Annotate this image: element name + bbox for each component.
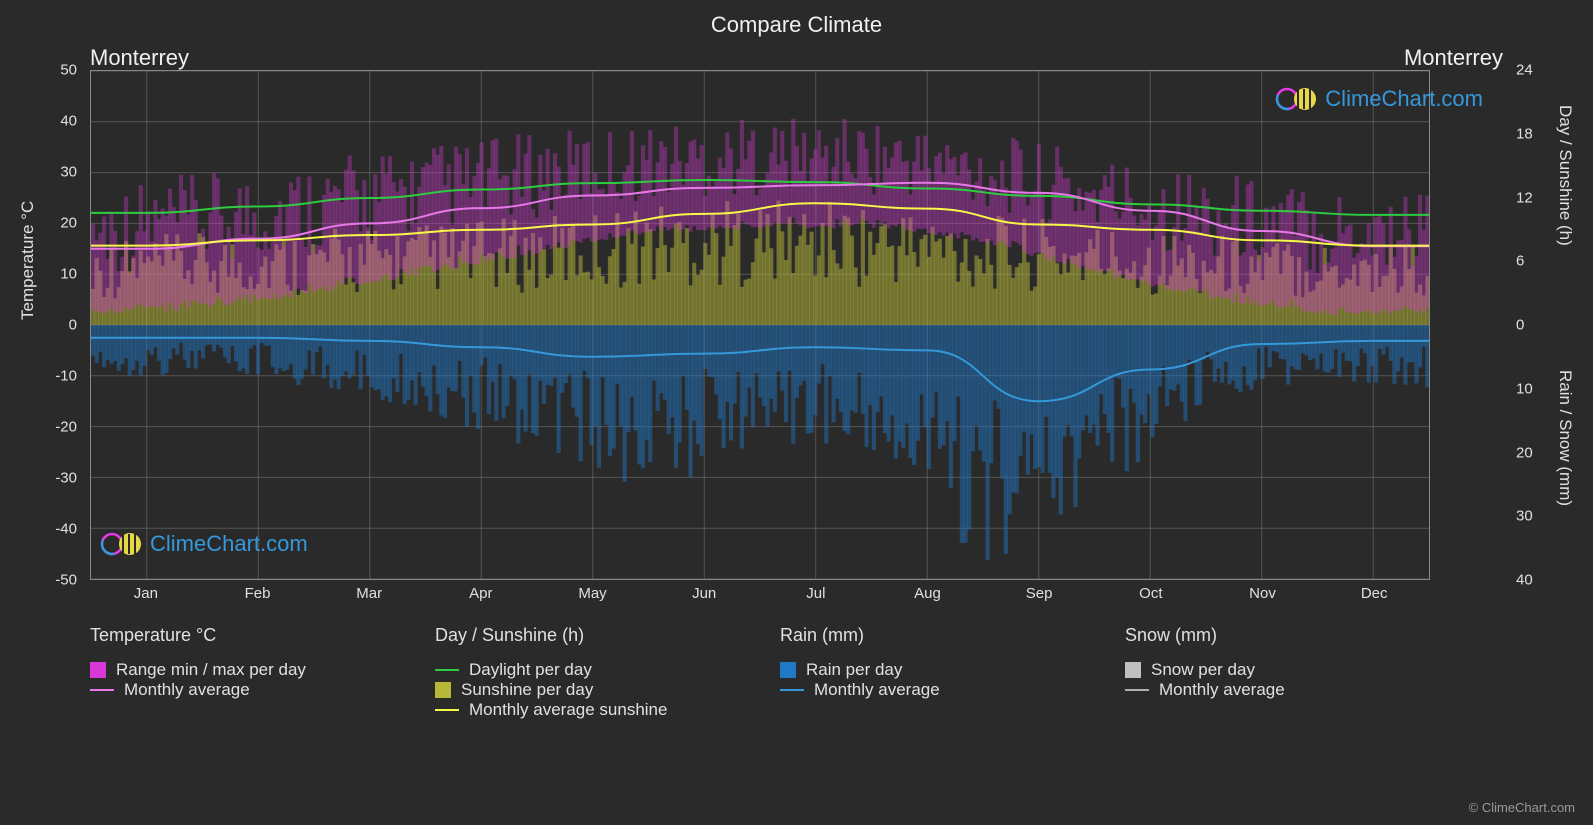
y-right-tick: 20 bbox=[1516, 444, 1533, 461]
y-left-tick: 40 bbox=[60, 113, 77, 130]
swatch-icon bbox=[780, 662, 796, 678]
legend-item: Monthly average bbox=[780, 680, 1085, 700]
legend-label: Monthly average sunshine bbox=[469, 700, 667, 720]
y-left-tick: 20 bbox=[60, 215, 77, 232]
legend-item: Range min / max per day bbox=[90, 660, 395, 680]
legend-label: Monthly average bbox=[124, 680, 250, 700]
y-left-tick: -30 bbox=[55, 470, 77, 487]
y-left-tick: 10 bbox=[60, 266, 77, 283]
x-tick: Apr bbox=[469, 585, 492, 602]
legend-label: Range min / max per day bbox=[116, 660, 306, 680]
y-right-tick: 0 bbox=[1516, 317, 1524, 334]
legend-item: Monthly average sunshine bbox=[435, 700, 740, 720]
x-tick: Jul bbox=[806, 585, 825, 602]
watermark-top: ClimeChart.com bbox=[1275, 85, 1483, 113]
x-tick: May bbox=[578, 585, 606, 602]
legend-label: Monthly average bbox=[814, 680, 940, 700]
y-right-tick: 10 bbox=[1516, 380, 1533, 397]
legend: Temperature °C Range min / max per dayMo… bbox=[90, 625, 1430, 720]
x-tick: Dec bbox=[1361, 585, 1388, 602]
legend-header: Day / Sunshine (h) bbox=[435, 625, 740, 646]
legend-col-temperature: Temperature °C Range min / max per dayMo… bbox=[90, 625, 395, 720]
legend-col-rain: Rain (mm) Rain per dayMonthly average bbox=[780, 625, 1085, 720]
legend-label: Snow per day bbox=[1151, 660, 1255, 680]
y-right-tick: 30 bbox=[1516, 508, 1533, 525]
y-left-tick: 0 bbox=[69, 317, 77, 334]
watermark-bottom: ClimeChart.com bbox=[100, 530, 308, 558]
plot-svg bbox=[91, 71, 1429, 579]
watermark-text: ClimeChart.com bbox=[1325, 86, 1483, 112]
legend-item: Monthly average bbox=[1125, 680, 1430, 700]
legend-item: Snow per day bbox=[1125, 660, 1430, 680]
legend-label: Sunshine per day bbox=[461, 680, 593, 700]
logo-icon bbox=[1275, 85, 1319, 113]
y-right-tick: 6 bbox=[1516, 253, 1524, 270]
line-icon bbox=[435, 709, 459, 711]
x-tick: Mar bbox=[356, 585, 382, 602]
legend-header: Temperature °C bbox=[90, 625, 395, 646]
x-tick: Nov bbox=[1249, 585, 1276, 602]
y-axis-left-ticks: -50-40-30-20-1001020304050 bbox=[45, 70, 85, 580]
legend-item: Rain per day bbox=[780, 660, 1085, 680]
swatch-icon bbox=[435, 682, 451, 698]
plot-area bbox=[90, 70, 1430, 580]
y-left-tick: 50 bbox=[60, 62, 77, 79]
x-tick: Feb bbox=[245, 585, 271, 602]
line-icon bbox=[435, 669, 459, 671]
x-tick: Jan bbox=[134, 585, 158, 602]
climate-chart-container: Compare Climate Monterrey Monterrey Temp… bbox=[0, 0, 1593, 825]
x-axis-ticks: Jan Feb Mar Apr May Jun Jul Aug Sep Oct Nov Dec bbox=[90, 585, 1430, 610]
line-icon bbox=[780, 689, 804, 691]
legend-col-sunshine: Day / Sunshine (h) Daylight per daySunsh… bbox=[435, 625, 740, 720]
legend-item: Sunshine per day bbox=[435, 680, 740, 700]
legend-item: Daylight per day bbox=[435, 660, 740, 680]
logo-icon bbox=[100, 530, 144, 558]
swatch-icon bbox=[1125, 662, 1141, 678]
y-axis-right-top-label: Day / Sunshine (h) bbox=[1555, 105, 1575, 246]
y-left-tick: 30 bbox=[60, 164, 77, 181]
y-axis-left-label: Temperature °C bbox=[18, 201, 38, 320]
x-tick: Sep bbox=[1026, 585, 1053, 602]
legend-label: Monthly average bbox=[1159, 680, 1285, 700]
location-label-right: Monterrey bbox=[1404, 45, 1503, 71]
y-axis-right-ticks: 0612182410203040 bbox=[1508, 70, 1548, 580]
legend-label: Rain per day bbox=[806, 660, 902, 680]
copyright: © ClimeChart.com bbox=[1469, 800, 1575, 815]
y-left-tick: -50 bbox=[55, 572, 77, 589]
swatch-icon bbox=[90, 662, 106, 678]
chart-title: Compare Climate bbox=[711, 12, 882, 38]
legend-label: Daylight per day bbox=[469, 660, 592, 680]
legend-header: Snow (mm) bbox=[1125, 625, 1430, 646]
legend-col-snow: Snow (mm) Snow per dayMonthly average bbox=[1125, 625, 1430, 720]
y-right-tick: 40 bbox=[1516, 572, 1533, 589]
legend-item: Monthly average bbox=[90, 680, 395, 700]
line-icon bbox=[90, 689, 114, 691]
watermark-text: ClimeChart.com bbox=[150, 531, 308, 557]
x-tick: Oct bbox=[1139, 585, 1162, 602]
y-left-tick: -20 bbox=[55, 419, 77, 436]
y-right-tick: 24 bbox=[1516, 62, 1533, 79]
line-icon bbox=[1125, 689, 1149, 691]
y-left-tick: -40 bbox=[55, 521, 77, 538]
y-right-tick: 12 bbox=[1516, 189, 1533, 206]
location-label-left: Monterrey bbox=[90, 45, 189, 71]
x-tick: Jun bbox=[692, 585, 716, 602]
y-right-tick: 18 bbox=[1516, 125, 1533, 142]
legend-header: Rain (mm) bbox=[780, 625, 1085, 646]
x-tick: Aug bbox=[914, 585, 941, 602]
y-left-tick: -10 bbox=[55, 368, 77, 385]
y-axis-right-bottom-label: Rain / Snow (mm) bbox=[1555, 370, 1575, 506]
